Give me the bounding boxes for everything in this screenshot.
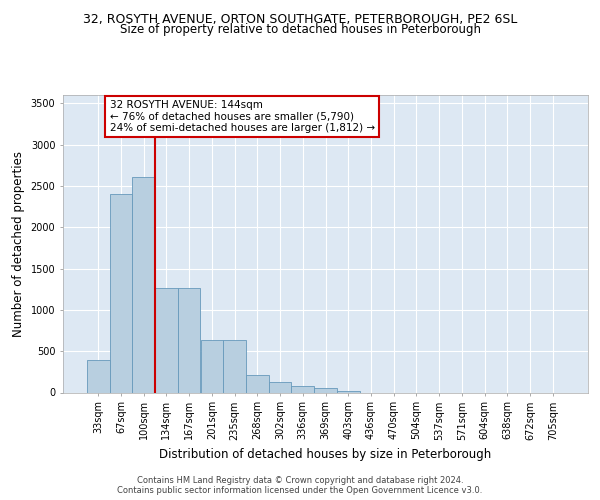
Bar: [292, 386, 314, 392]
Bar: [110, 194, 133, 392]
Text: 32 ROSYTH AVENUE: 144sqm
← 76% of detached houses are smaller (5,790)
24% of sem: 32 ROSYTH AVENUE: 144sqm ← 76% of detach…: [110, 100, 375, 133]
Bar: [200, 340, 223, 392]
Bar: [269, 382, 292, 392]
Bar: [178, 288, 200, 393]
X-axis label: Distribution of detached houses by size in Peterborough: Distribution of detached houses by size …: [160, 448, 491, 461]
Text: Contains HM Land Registry data © Crown copyright and database right 2024.
Contai: Contains HM Land Registry data © Crown c…: [118, 476, 482, 495]
Bar: [337, 391, 359, 392]
Bar: [314, 388, 337, 392]
Text: 32, ROSYTH AVENUE, ORTON SOUTHGATE, PETERBOROUGH, PE2 6SL: 32, ROSYTH AVENUE, ORTON SOUTHGATE, PETE…: [83, 12, 517, 26]
Bar: [246, 375, 269, 392]
Y-axis label: Number of detached properties: Number of detached properties: [12, 151, 25, 337]
Text: Size of property relative to detached houses in Peterborough: Size of property relative to detached ho…: [119, 22, 481, 36]
Bar: [155, 288, 178, 393]
Bar: [133, 177, 155, 392]
Bar: [223, 340, 246, 392]
Bar: [87, 360, 110, 392]
